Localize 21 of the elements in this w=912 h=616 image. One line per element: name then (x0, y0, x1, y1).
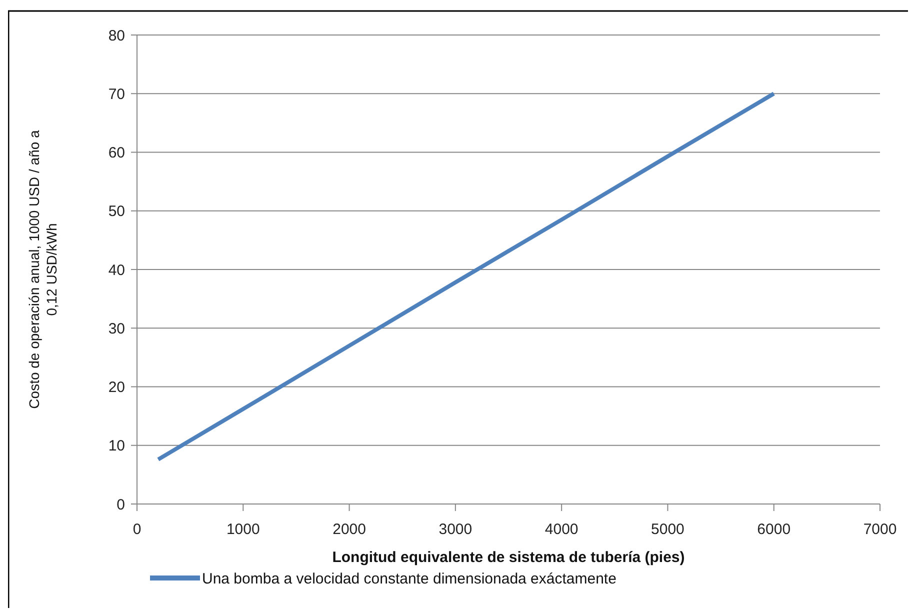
x-tick-label: 4000 (544, 521, 578, 538)
y-tick-label: 40 (108, 262, 125, 279)
y-tick-label: 50 (108, 203, 125, 220)
x-axis-title: Longitud equivalente de sistema de tubería (pies) (332, 549, 685, 566)
x-tick-label: 7000 (863, 521, 897, 538)
legend-label: Una bomba a velocidad constante dimensionada exáctamente (202, 570, 616, 588)
y-axis-title: Costo de operación anual, 1000 USD / año a 0,12 USD/kWh (26, 130, 60, 409)
y-tick-label: 20 (108, 379, 125, 396)
y-tick-label: 80 (108, 27, 125, 44)
y-tick-label: 0 (116, 496, 125, 514)
y-tick-label: 10 (108, 438, 125, 455)
y-tick-label: 60 (108, 144, 125, 162)
x-tick-label: 1000 (226, 521, 260, 538)
y-tick-label: 30 (108, 320, 125, 338)
x-tick-label: 6000 (757, 521, 791, 538)
y-tick-label: 70 (108, 86, 125, 103)
x-tick-label: 0 (132, 521, 142, 538)
x-tick-label: 2000 (332, 521, 366, 538)
x-tick-label: 5000 (651, 521, 684, 538)
line-series (156, 92, 776, 462)
x-tick-label: 3000 (438, 521, 472, 538)
